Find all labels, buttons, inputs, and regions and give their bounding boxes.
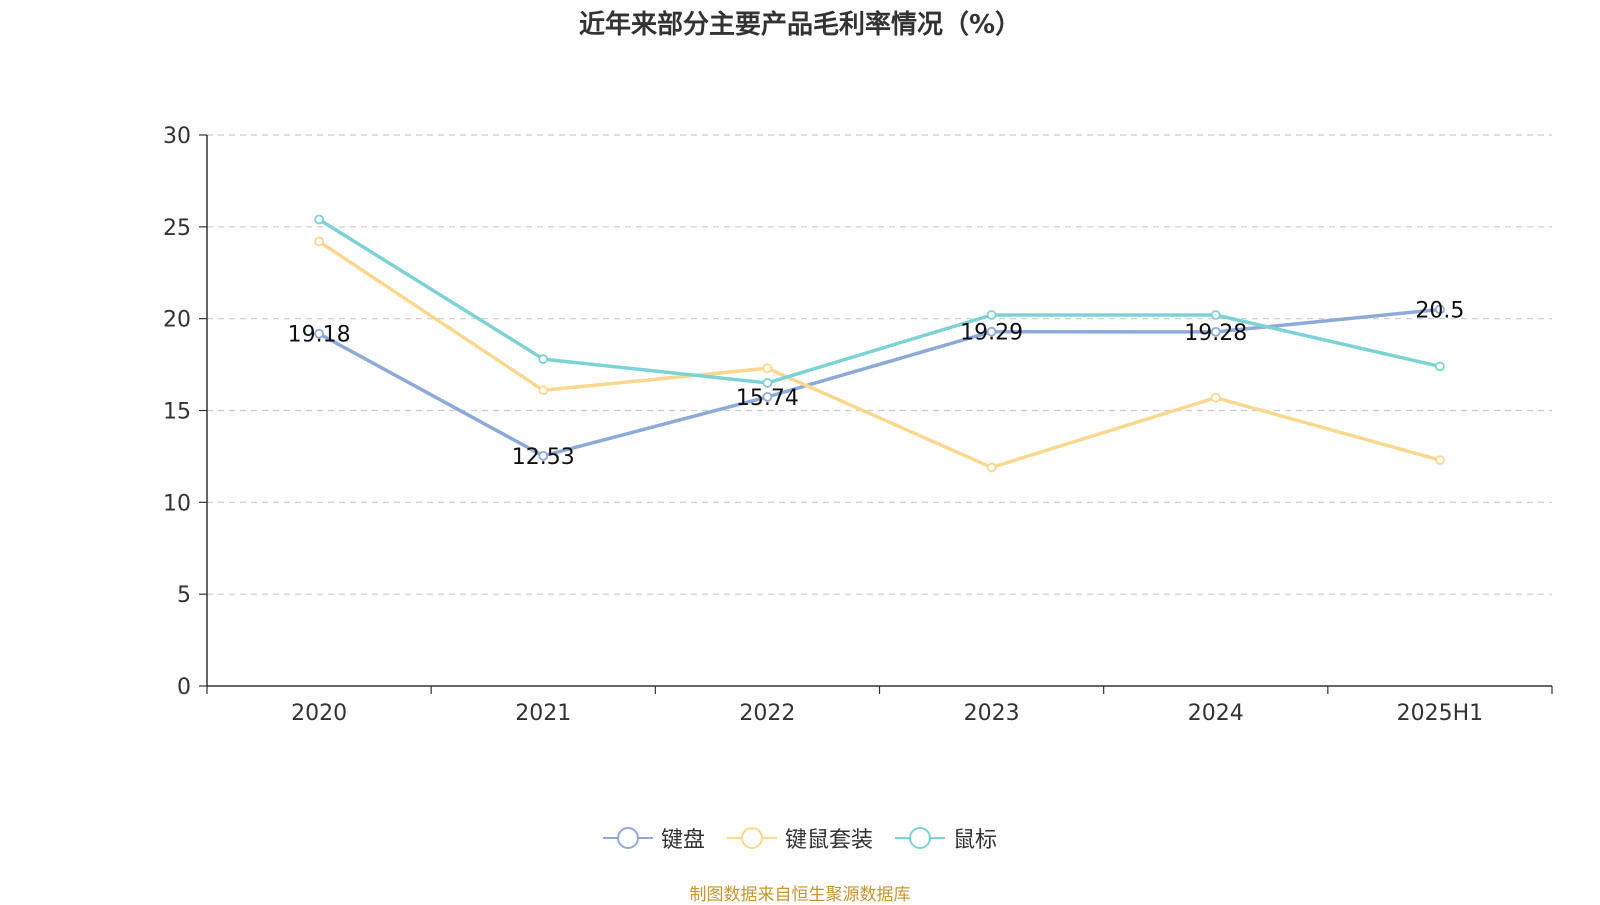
gridlines [207, 134, 1552, 595]
data-point [986, 462, 997, 473]
data-point [1435, 455, 1445, 465]
series-line [318, 307, 1441, 458]
legend-line-icon [895, 827, 945, 849]
data-point [1210, 392, 1221, 403]
data-point [314, 236, 324, 247]
legend-line-icon [726, 827, 777, 849]
legend-label: 键盘 [660, 828, 705, 853]
data-labels: 19.18 12.53 15.74 19.29 19.28 20.5 [288, 298, 1465, 469]
data-label: 19.29 [960, 321, 1023, 346]
x-tick-label: 2022 [739, 701, 795, 726]
legend-item-mouse[interactable]: 鼠标 [895, 822, 997, 854]
y-tick-label: 10 [163, 491, 191, 516]
x-tick-label: 2023 [964, 701, 1020, 726]
y-tick-label: 0 [177, 675, 191, 700]
series-lines [314, 214, 1445, 473]
data-point [762, 392, 773, 402]
legend-label: 键鼠套装 [784, 828, 873, 853]
data-point [1435, 361, 1445, 372]
data-point [762, 378, 773, 388]
x-tick-label: 2021 [515, 701, 571, 726]
data-point [986, 326, 997, 337]
y-tick-label: 5 [177, 583, 191, 608]
x-tick-label: 2024 [1188, 701, 1244, 726]
y-tick-label: 25 [163, 216, 191, 241]
legend-item-keyboard-mouse-set[interactable]: 键鼠套装 [726, 822, 873, 854]
series-line [318, 240, 1441, 470]
y-tick-label: 20 [163, 308, 191, 333]
legend-line-icon [602, 827, 653, 849]
data-point [538, 450, 549, 461]
data-label: 20.5 [1415, 298, 1464, 323]
x-tick-label: 2020 [291, 701, 347, 726]
axes: 0 5 10 15 20 25 30 2020 2021 2022 2023 2024 2025H1 [163, 124, 1553, 726]
data-label: 15.74 [736, 386, 799, 411]
data-label: 19.28 [1184, 321, 1247, 346]
data-point [538, 385, 549, 396]
data-point [986, 310, 997, 320]
data-point [314, 214, 324, 225]
data-point [1210, 310, 1221, 320]
series-line [318, 218, 1441, 385]
data-point [314, 328, 324, 339]
legend: 键盘 键鼠套装 鼠标 [0, 822, 1600, 854]
data-point [538, 354, 549, 364]
legend-label: 鼠标 [953, 828, 998, 853]
x-tick-label: 2025H1 [1397, 701, 1484, 726]
data-point [1435, 304, 1445, 315]
source-note: 制图数据来自恒生聚源数据库 [689, 885, 911, 905]
y-tick-label: 15 [163, 400, 191, 425]
data-label: 19.18 [288, 323, 351, 348]
data-point [1210, 326, 1221, 337]
data-point [762, 363, 773, 374]
data-label: 12.53 [512, 445, 575, 470]
chart-title: 近年来部分主要产品毛利率情况（%） [578, 10, 1022, 40]
legend-item-keyboard[interactable]: 键盘 [602, 822, 705, 854]
y-tick-label: 30 [163, 124, 191, 149]
